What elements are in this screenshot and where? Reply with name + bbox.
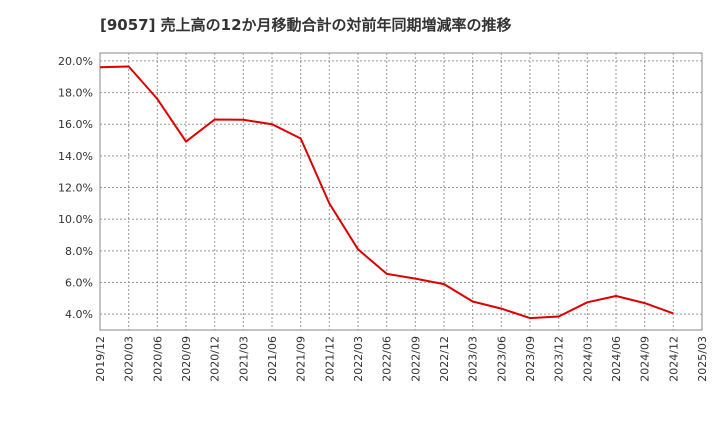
- x-tick-label: 2020/03: [123, 336, 136, 382]
- x-tick-label: 2022/12: [438, 336, 451, 382]
- y-tick-label: 18.0%: [58, 87, 93, 100]
- y-tick-label: 4.0%: [65, 308, 93, 321]
- x-tick-label: 2023/12: [553, 336, 566, 382]
- x-tick-label: 2024/09: [639, 336, 652, 382]
- x-tick-label: 2021/12: [323, 336, 336, 382]
- x-tick-label: 2020/06: [151, 336, 164, 382]
- y-tick-label: 8.0%: [65, 245, 93, 258]
- y-tick-label: 16.0%: [58, 118, 93, 131]
- x-tick-label: 2024/12: [667, 336, 680, 382]
- x-tick-label: 2023/06: [495, 336, 508, 382]
- series-line: [99, 65, 674, 320]
- x-tick-label: 2023/03: [467, 336, 480, 382]
- x-tick-label: 2022/09: [409, 336, 422, 382]
- x-tick-label: 2020/09: [180, 336, 193, 382]
- x-tick-label: 2020/12: [209, 336, 222, 382]
- x-tick-label: 2022/03: [352, 336, 365, 382]
- x-tick-label: 2023/09: [524, 336, 537, 382]
- y-tick-label: 10.0%: [58, 213, 93, 226]
- plot-area: [99, 52, 703, 331]
- x-tick-label: 2019/12: [94, 336, 107, 382]
- x-tick-label: 2024/03: [581, 336, 594, 382]
- x-tick-label: 2021/06: [266, 336, 279, 382]
- x-tick-label: 2021/09: [295, 336, 308, 382]
- y-tick-label: 12.0%: [58, 182, 93, 195]
- x-tick-label: 2025/03: [696, 336, 709, 382]
- y-tick-label: 20.0%: [58, 55, 93, 68]
- x-tick-label: 2022/06: [381, 336, 394, 382]
- x-tick-label: 2024/06: [610, 336, 623, 382]
- y-tick-label: 14.0%: [58, 150, 93, 163]
- chart-title: [9057] 売上高の12か月移動合計の対前年同期増減率の推移: [100, 16, 512, 34]
- y-tick-label: 6.0%: [65, 277, 93, 290]
- x-tick-label: 2021/03: [237, 336, 250, 382]
